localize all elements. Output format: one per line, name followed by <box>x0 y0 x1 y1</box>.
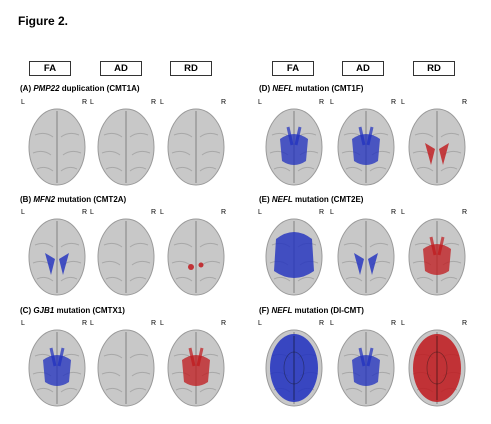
panel-c-fa-right-side-label: R <box>82 320 88 327</box>
panel-b-fa-brain-image <box>25 215 89 297</box>
panel-d-rd-brain-image <box>405 105 469 187</box>
panel-b-fa-right-side-label: R <box>82 209 88 216</box>
column-header-ad-left: AD <box>100 61 142 76</box>
panel-e-ad-right-side-label: R <box>391 209 397 216</box>
column-header-fa-left: FA <box>29 61 71 76</box>
panel-d-ad-right-side-label: R <box>391 99 397 106</box>
panel-c-fa-brain-image <box>25 326 89 408</box>
panel-e-rd-right-side-label: R <box>462 209 468 216</box>
panel-b-rd-left-side-label: L <box>160 209 164 216</box>
panel-e-rd-brain-image <box>405 215 469 297</box>
panel-e-ad-left-side-label: L <box>330 209 334 216</box>
panel-a-ad-brain-image <box>94 105 158 187</box>
column-header-rd-right: RD <box>413 61 455 76</box>
figure-title: Figure 2. <box>18 14 69 28</box>
panel-f-ad-right-side-label: R <box>391 320 397 327</box>
panel-d-fa-right-side-label: R <box>319 99 325 106</box>
panel-d-fa-brain-image <box>262 105 326 187</box>
panel-c-ad-right-side-label: R <box>151 320 157 327</box>
panel-f-rd-left-side-label: L <box>401 320 405 327</box>
panel-label-f: (F) NEFL mutation (DI-CMT) <box>259 306 364 315</box>
panel-d-fa-left-side-label: L <box>258 99 262 106</box>
panel-f-fa-left-side-label: L <box>258 320 262 327</box>
panel-a-rd-brain-image <box>164 105 228 187</box>
panel-a-fa-brain-image <box>25 105 89 187</box>
panel-c-rd-left-side-label: L <box>160 320 164 327</box>
panel-e-fa-brain-image <box>262 215 326 297</box>
panel-b-ad-right-side-label: R <box>151 209 157 216</box>
panel-b-rd-brain-image <box>164 215 228 297</box>
panel-d-rd-left-side-label: L <box>401 99 405 106</box>
panel-a-rd-left-side-label: L <box>160 99 164 106</box>
panel-b-fa-left-side-label: L <box>21 209 25 216</box>
panel-a-ad-right-side-label: R <box>151 99 157 106</box>
column-header-ad-right: AD <box>342 61 384 76</box>
panel-b-ad-left-side-label: L <box>90 209 94 216</box>
panel-e-rd-left-side-label: L <box>401 209 405 216</box>
panel-label-b: (B) MFN2 mutation (CMT2A) <box>20 195 127 204</box>
panel-c-ad-brain-image <box>94 326 158 408</box>
panel-c-fa-left-side-label: L <box>21 320 25 327</box>
column-header-rd-left: RD <box>170 61 212 76</box>
panel-label-e: (E) NEFL mutation (CMT2E) <box>259 195 364 204</box>
panel-d-ad-brain-image <box>334 105 398 187</box>
panel-c-ad-left-side-label: L <box>90 320 94 327</box>
panel-a-fa-right-side-label: R <box>82 99 88 106</box>
panel-a-rd-right-side-label: R <box>221 99 227 106</box>
column-header-fa-right: FA <box>272 61 314 76</box>
panel-label-d: (D) NEFL mutation (CMT1F) <box>259 84 364 93</box>
panel-e-fa-left-side-label: L <box>258 209 262 216</box>
panel-b-rd-right-side-label: R <box>221 209 227 216</box>
panel-f-rd-right-side-label: R <box>462 320 468 327</box>
panel-f-ad-left-side-label: L <box>330 320 334 327</box>
panel-e-fa-right-side-label: R <box>319 209 325 216</box>
panel-b-ad-brain-image <box>94 215 158 297</box>
panel-f-fa-right-side-label: R <box>319 320 325 327</box>
panel-e-ad-brain-image <box>334 215 398 297</box>
panel-a-ad-left-side-label: L <box>90 99 94 106</box>
panel-a-fa-left-side-label: L <box>21 99 25 106</box>
panel-f-rd-brain-image <box>405 326 469 408</box>
panel-c-rd-right-side-label: R <box>221 320 227 327</box>
panel-label-a: (A) PMP22 duplication (CMT1A) <box>20 84 140 93</box>
panel-c-rd-brain-image <box>164 326 228 408</box>
panel-f-ad-brain-image <box>334 326 398 408</box>
panel-d-rd-right-side-label: R <box>462 99 468 106</box>
panel-d-ad-left-side-label: L <box>330 99 334 106</box>
panel-label-c: (C) GJB1 mutation (CMTX1) <box>20 306 125 315</box>
panel-f-fa-brain-image <box>262 326 326 408</box>
